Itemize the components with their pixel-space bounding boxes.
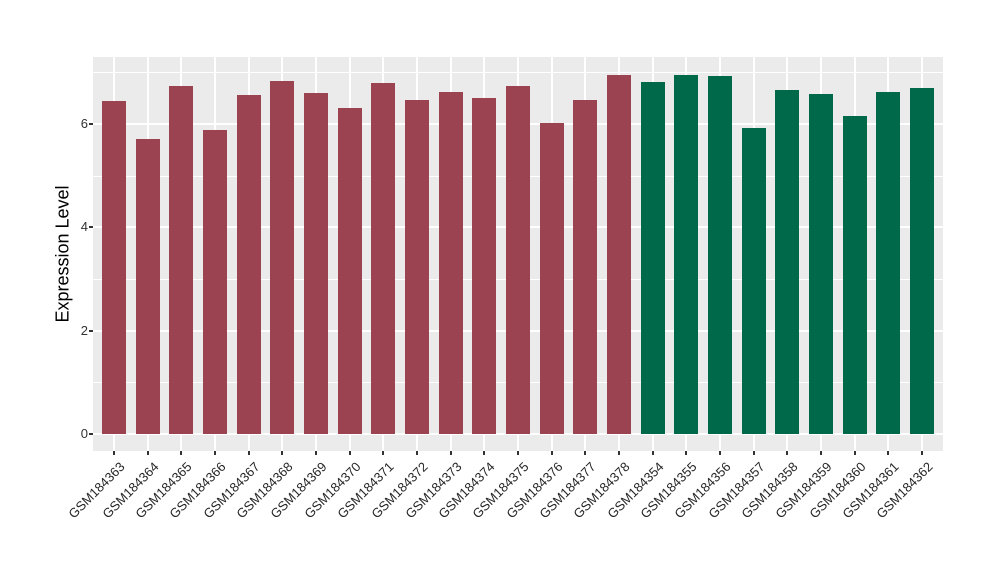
- bar: [203, 129, 227, 434]
- y-tick: [89, 433, 93, 435]
- x-tick: [382, 451, 385, 455]
- bar: [102, 101, 126, 434]
- x-tick: [416, 451, 418, 455]
- x-tick: [449, 451, 452, 455]
- x-tick: [281, 451, 284, 455]
- bar: [539, 123, 564, 434]
- bar: [842, 116, 867, 434]
- bar: [304, 92, 328, 434]
- bar: [573, 100, 598, 434]
- x-tick: [719, 451, 721, 455]
- x-tick: [315, 451, 317, 455]
- x-tick: [786, 451, 789, 455]
- bar: [775, 89, 800, 434]
- bar: [438, 91, 463, 434]
- y-axis-title: Expression Level: [52, 185, 73, 323]
- bar: [741, 127, 766, 434]
- y-tick: [89, 122, 93, 125]
- x-tick: [651, 451, 654, 455]
- y-tick-label: 0: [80, 426, 88, 441]
- x-tick: [214, 451, 216, 455]
- bar: [169, 86, 194, 434]
- x-tick: [887, 451, 890, 455]
- x-tick: [921, 451, 923, 455]
- bar: [876, 92, 901, 434]
- x-tick: [483, 451, 486, 455]
- plot-panel: [93, 57, 943, 451]
- bar: [135, 138, 160, 434]
- bar: [472, 97, 497, 434]
- y-tick: [89, 226, 93, 229]
- x-tick: [517, 451, 519, 455]
- bar: [809, 93, 833, 434]
- bar: [607, 75, 631, 434]
- x-tick: [752, 451, 755, 455]
- bar: [910, 88, 934, 434]
- bar: [405, 100, 429, 434]
- bar: [236, 94, 261, 434]
- y-tick-label: 2: [80, 322, 88, 338]
- x-tick: [348, 451, 351, 455]
- bar: [708, 75, 732, 434]
- x-tick: [618, 451, 620, 455]
- x-tick: [180, 451, 183, 455]
- x-tick: [820, 451, 822, 455]
- x-tick: [146, 451, 149, 455]
- bar: [506, 85, 530, 434]
- x-tick: [584, 451, 587, 455]
- bar: [640, 81, 665, 434]
- y-tick: [89, 329, 93, 332]
- x-tick: [685, 451, 688, 455]
- x-tick: [247, 451, 250, 455]
- bar: [270, 80, 295, 434]
- bar: [371, 82, 396, 434]
- x-tick: [113, 451, 115, 455]
- y-tick-label: 4: [80, 219, 88, 235]
- bar: [674, 75, 699, 434]
- bar: [337, 107, 362, 434]
- y-tick-label: 6: [80, 115, 88, 131]
- x-tick: [550, 451, 553, 455]
- x-tick: [853, 451, 856, 455]
